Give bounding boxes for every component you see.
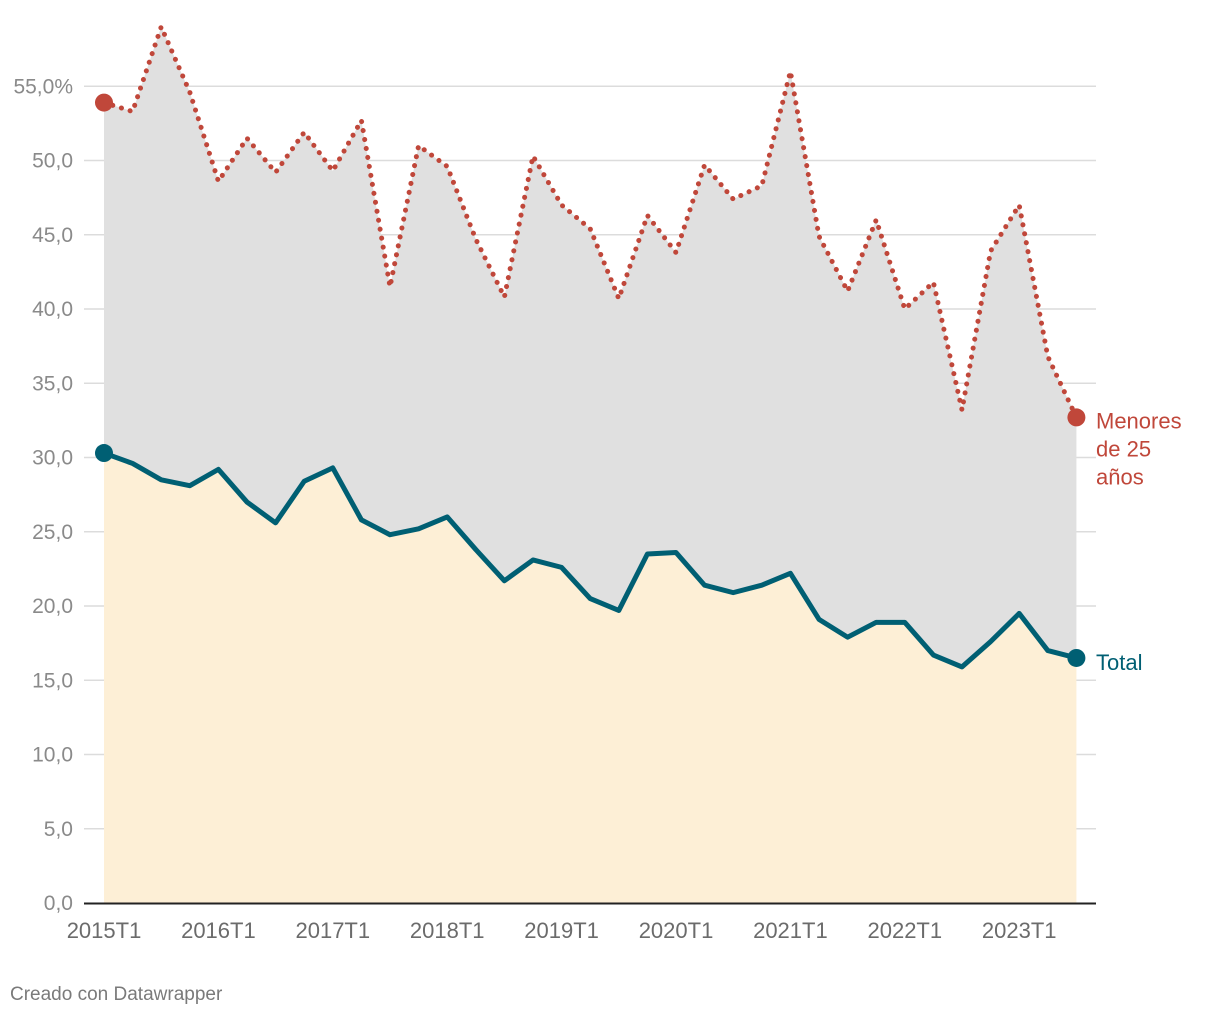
total-area (104, 453, 1077, 903)
series-end-markers (95, 93, 1086, 667)
x-tick-label: 2015T1 (67, 918, 142, 943)
y-tick-label: 15,0 (32, 669, 73, 692)
y-tick-label: 5,0 (44, 818, 73, 841)
y-tick-label: 0,0 (44, 892, 73, 915)
y-tick-label: 25,0 (32, 521, 73, 544)
y-tick-label: 35,0 (32, 372, 73, 395)
x-tick-label: 2022T1 (867, 918, 942, 943)
chart-svg: 0,0 5,0 10,0 15,0 20,0 25,0 30,0 35,0 40,0 45,0 50… (13, 24, 1182, 943)
marker-young-start (95, 93, 113, 112)
marker-total-start (95, 444, 113, 463)
y-tick-label: 55,0% (13, 75, 73, 98)
series-label-young-line2: de 25 (1096, 436, 1151, 461)
x-tick-label: 2017T1 (295, 918, 370, 943)
series-label-young-line3: años (1096, 464, 1144, 489)
y-tick-label: 20,0 (32, 595, 73, 618)
y-tick-label: 10,0 (32, 744, 73, 767)
marker-young-end (1067, 408, 1086, 427)
series-line-total (101, 450, 1079, 670)
series-label-total: Total (1096, 650, 1142, 675)
series-line-young (101, 24, 1079, 420)
x-tick-label: 2020T1 (639, 918, 714, 943)
x-tick-label: 2016T1 (181, 918, 256, 943)
y-tick-label: 50,0 (32, 150, 73, 173)
gap-area (104, 26, 1077, 667)
y-tick-label: 30,0 (32, 447, 73, 470)
x-tick-label: 2023T1 (982, 918, 1057, 943)
footer-credit: Creado con Datawrapper (10, 984, 223, 1005)
y-tick-label: 40,0 (32, 298, 73, 321)
series-label-young-line1: Menores (1096, 408, 1182, 433)
x-tick-label: 2019T1 (524, 918, 599, 943)
x-tick-label: 2021T1 (753, 918, 828, 943)
y-axis-ticks: 0,0 5,0 10,0 15,0 20,0 25,0 30,0 35,0 40,0 45,0 50… (13, 75, 73, 915)
marker-total-end (1067, 648, 1086, 667)
y-tick-label: 45,0 (32, 224, 73, 247)
x-axis-ticks: 2015T1 2016T1 2017T1 2018T1 2019T1 2020T1 2021… (67, 918, 1057, 943)
x-tick-label: 2018T1 (410, 918, 485, 943)
